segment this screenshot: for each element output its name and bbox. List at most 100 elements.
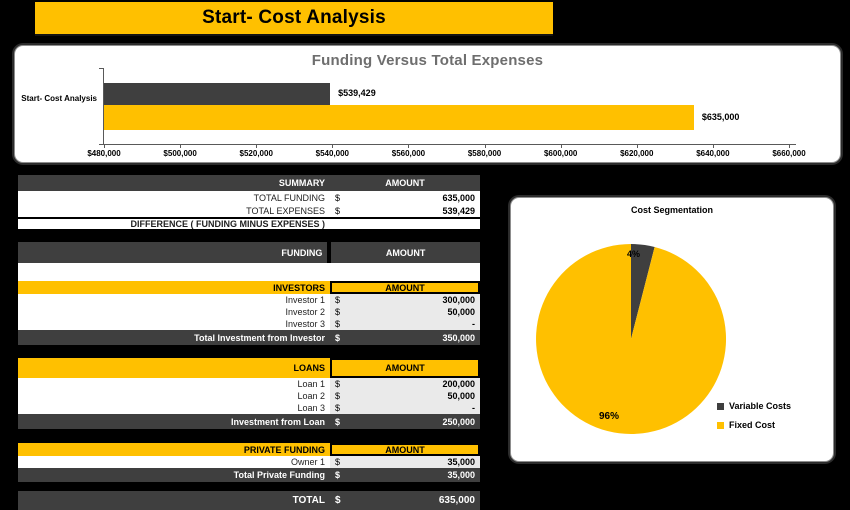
private-funding-amount-header: AMOUNT <box>385 444 425 455</box>
total-expenses-bar <box>104 83 331 105</box>
grand-total-amount: 635,000 <box>438 495 475 506</box>
x-axis-tick <box>256 144 258 148</box>
loans-amount-header: AMOUNT <box>385 363 425 373</box>
investor-2-row: Investor 2 $50,000 <box>18 306 480 318</box>
pie-slice-variable-costs <box>631 244 655 339</box>
x-axis-tick <box>408 144 410 148</box>
currency-symbol: $ <box>335 495 341 506</box>
currency-symbol: $ <box>335 416 341 427</box>
legend-label-fixed-cost: Fixed Cost <box>729 420 776 430</box>
variable-costs-pct-label: 4% <box>627 249 641 259</box>
loans-header-row: LOANS AMOUNT <box>18 358 480 378</box>
legend-item-fixed-cost: Fixed Cost <box>717 420 791 430</box>
investor-2-label: Investor 2 <box>285 307 325 317</box>
loan-3-amount: - <box>472 403 475 413</box>
private-funding-total-row: Total Private Funding $35,000 <box>18 468 480 482</box>
loans-header-label: LOANS <box>293 363 326 373</box>
funding-tables: SUMMARY AMOUNT TOTAL FUNDING $635,000 TO… <box>18 175 480 510</box>
bar-chart-y-axis-tick <box>99 68 104 69</box>
x-axis-tick-label: $480,000 <box>87 149 121 158</box>
loans-total-row: Investment from Loan $250,000 <box>18 414 480 429</box>
loan-1-label: Loan 1 <box>297 379 325 389</box>
x-axis-tick <box>712 144 714 148</box>
loan-2-row: Loan 2 $50,000 <box>18 390 480 402</box>
loan-1-amount: 200,000 <box>442 379 475 389</box>
funding-header-row: FUNDING AMOUNT <box>18 242 480 263</box>
funding-header-divider <box>327 242 332 263</box>
funding-amount-header: AMOUNT <box>385 247 426 258</box>
x-axis-tick <box>332 144 334 148</box>
currency-symbol: $ <box>335 379 341 389</box>
total-funding-row: TOTAL FUNDING $635,000 <box>18 191 480 204</box>
x-axis-tick-label: $600,000 <box>543 149 578 158</box>
currency-symbol: $ <box>335 470 341 480</box>
investor-1-label: Investor 1 <box>285 295 325 305</box>
bar-chart-title: Funding Versus Total Expenses <box>311 52 544 69</box>
summary-header-row: SUMMARY AMOUNT <box>18 175 480 191</box>
x-axis-tick <box>636 144 638 148</box>
grand-total-row: TOTAL $635,000 <box>18 491 480 510</box>
difference-label: DIFFERENCE ( FUNDING MINUS EXPENSES ) <box>130 219 325 229</box>
investor-3-amount: - <box>472 319 475 329</box>
loans-total-label: Investment from Loan <box>230 416 325 427</box>
pie-legend: Variable Costs Fixed Cost <box>717 401 791 430</box>
legend-label-variable-costs: Variable Costs <box>729 401 792 411</box>
investor-1-amount: 300,000 <box>442 295 475 305</box>
investor-2-amount: 50,000 <box>447 307 475 317</box>
pie-chart <box>536 244 727 434</box>
x-axis-tick <box>789 144 790 148</box>
page-title-banner: Start- Cost Analysis <box>35 2 553 36</box>
funding-blank-row <box>18 263 480 281</box>
pie-slice-fixed-cost <box>536 244 727 434</box>
currency-symbol: $ <box>335 307 341 317</box>
total-funding-bar <box>104 105 694 130</box>
loan-2-amount: 50,000 <box>447 391 475 401</box>
x-axis-tick-label: $500,000 <box>163 149 197 158</box>
total-expenses-amount: 539,429 <box>442 205 475 216</box>
x-axis-tick <box>560 144 562 148</box>
total-expenses-label: TOTAL EXPENSES <box>246 205 325 216</box>
investors-header-label: INVESTORS <box>273 282 325 293</box>
loan-3-row: Loan 3 $ - <box>18 402 480 414</box>
x-axis-tick-label: $540,000 <box>315 149 350 158</box>
x-axis-tick <box>484 144 486 148</box>
owner-1-row: Owner 1 $35,000 <box>18 456 480 468</box>
investors-header-row: INVESTORS AMOUNT <box>18 281 480 294</box>
investor-3-label: Investor 3 <box>285 319 325 329</box>
page-title: Start- Cost Analysis <box>202 7 386 28</box>
private-funding-total-label: Total Private Funding <box>233 470 325 480</box>
loan-2-label: Loan 2 <box>297 391 325 401</box>
legend-item-variable-costs: Variable Costs <box>717 401 791 411</box>
funding-vs-expenses-chart: Funding Versus Total Expenses Start- Cos… <box>14 45 841 163</box>
currency-symbol: $ <box>335 457 341 467</box>
currency-symbol: $ <box>335 332 341 343</box>
private-funding-header-row: PRIVATE FUNDING AMOUNT <box>18 443 480 456</box>
owner-1-amount: 35,000 <box>447 457 475 467</box>
x-axis-tick-label: $640,000 <box>696 149 730 158</box>
bar-chart-y-axis <box>103 68 104 144</box>
grand-total-label: TOTAL <box>292 495 325 506</box>
variable-costs-swatch-icon <box>717 402 724 410</box>
x-axis-tick-label: $580,000 <box>467 149 502 158</box>
investors-amount-header: AMOUNT <box>385 282 425 293</box>
difference-row: DIFFERENCE ( FUNDING MINUS EXPENSES ) <box>18 217 480 231</box>
summary-header-label: SUMMARY <box>278 178 325 188</box>
x-axis-tick-label: $520,000 <box>239 149 273 158</box>
x-axis-tick-label: $560,000 <box>391 149 426 158</box>
x-axis-tick-label: $620,000 <box>620 149 654 158</box>
investor-3-row: Investor 3 $ - <box>18 318 480 330</box>
bar-chart-x-axis <box>99 144 796 145</box>
owner-1-label: Owner 1 <box>290 457 325 467</box>
loan-3-label: Loan 3 <box>297 403 325 413</box>
investor-1-row: Investor 1 $300,000 <box>18 294 480 306</box>
funding-header-label: FUNDING <box>281 247 323 258</box>
currency-symbol: $ <box>335 319 341 329</box>
summary-amount-header: AMOUNT <box>385 178 425 188</box>
currency-symbol: $ <box>335 205 341 216</box>
loan-1-row: Loan 1 $200,000 <box>18 378 480 390</box>
total-funding-amount: 635,000 <box>442 192 475 203</box>
total-expenses-value-label: $539,429 <box>338 88 376 98</box>
investors-total-row: Total Investment from Investor $350,000 <box>18 330 480 345</box>
total-funding-value-label: $635,000 <box>701 112 740 122</box>
pie-chart-title: Cost Segmentation <box>630 205 713 215</box>
